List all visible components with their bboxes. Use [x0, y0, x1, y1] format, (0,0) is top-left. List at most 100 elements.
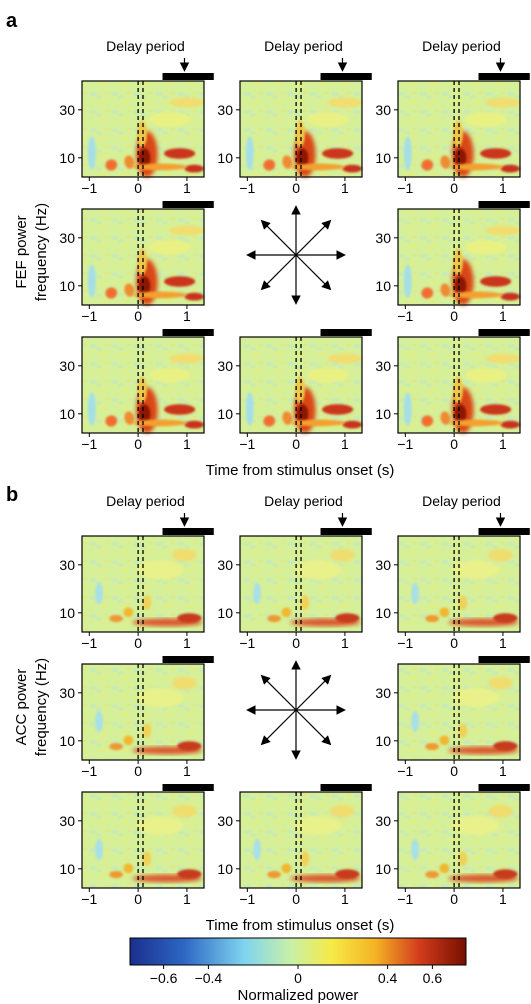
- fef-plot-6: −1 0 1 30 10: [59, 329, 214, 452]
- y-ticks: 30 10: [59, 230, 82, 294]
- heatmap-blob: [172, 548, 197, 562]
- x-tick-label: 0: [134, 308, 142, 324]
- y-ticks: 30 10: [375, 230, 398, 294]
- delay-bar: [162, 528, 214, 535]
- x-ticks: −1 0 1: [239, 433, 349, 452]
- fef-axis-labels: FEF power frequency (Hz) Time from stimulu…: [13, 203, 394, 479]
- heatmap-layer: [253, 804, 361, 883]
- colorbar-label: Normalized power: [238, 987, 359, 1004]
- x-ticks: −1 0 1: [397, 632, 507, 651]
- y-tick-label: 30: [59, 813, 75, 829]
- x-ticks: −1 0 1: [397, 760, 507, 779]
- x-tick-label: 1: [183, 308, 191, 324]
- y-tick-label: 10: [59, 605, 75, 621]
- heatmap-blob: [439, 607, 450, 618]
- y-ticks: 30 10: [217, 813, 240, 877]
- heatmap-layer: [403, 97, 520, 178]
- heatmap-blob: [263, 415, 276, 427]
- delay-bar: [478, 528, 530, 535]
- heatmap-blob: [137, 376, 147, 403]
- heatmap-blob: [485, 97, 520, 108]
- panel-label-a: a: [6, 10, 18, 32]
- heatmap-blob: [327, 353, 363, 364]
- heatmap-blob: [87, 264, 96, 298]
- x-tick-label: 1: [183, 436, 191, 452]
- heatmap-blob: [452, 816, 500, 836]
- y-tick-label: 10: [217, 861, 233, 877]
- heatmap-blob: [493, 741, 518, 751]
- y-tick-label: 10: [217, 406, 233, 422]
- x-tick-label: −1: [81, 891, 97, 907]
- heatmap-blob: [177, 869, 202, 879]
- x-tick-label: −1: [239, 436, 255, 452]
- x-tick-label: −1: [239, 635, 255, 651]
- x-tick-label: 1: [341, 635, 349, 651]
- x-tick-label: 1: [183, 180, 191, 196]
- heatmap-blob: [411, 582, 419, 605]
- colorbar-tick-label: 0: [294, 970, 302, 986]
- y-tick-label: 30: [217, 358, 233, 374]
- y-tick-label: 30: [59, 358, 75, 374]
- x-tick-label: 0: [450, 763, 458, 779]
- y-ticks: 30 10: [59, 813, 82, 877]
- x-tick-label: −1: [397, 308, 413, 324]
- heatmap-blob: [136, 688, 184, 708]
- y-ticks: 30 10: [375, 358, 398, 422]
- acc-plot-6: −1 0 1 30 10: [59, 784, 214, 907]
- x-tick-label: 0: [292, 891, 300, 907]
- y-tick-label: 30: [59, 685, 75, 701]
- heatmap-blob: [138, 404, 151, 424]
- delay-bar: [162, 784, 214, 791]
- fef-plot-8: −1 0 1 30 10: [375, 329, 530, 452]
- heatmap-layer: [95, 548, 203, 627]
- x-tick-label: −1: [397, 891, 413, 907]
- direction-arrow: [295, 674, 332, 711]
- x-tick-label: −1: [239, 180, 255, 196]
- heatmap-blob: [294, 816, 342, 836]
- heatmap-blob: [87, 136, 96, 170]
- heatmap-blob: [421, 415, 434, 427]
- heatmap-blob: [452, 688, 500, 708]
- heatmap-blob: [184, 292, 205, 301]
- y-ticks: 30 10: [217, 358, 240, 422]
- y-axis-label-line2: frequency (Hz): [33, 203, 50, 301]
- heatmap-blob: [95, 838, 103, 861]
- heatmap-blob: [124, 283, 135, 297]
- heatmap-blob: [124, 155, 135, 169]
- heatmap-blob: [282, 155, 293, 169]
- heatmap-blob: [123, 735, 134, 746]
- y-ticks: 30 10: [217, 557, 240, 621]
- x-ticks: −1 0 1: [81, 305, 191, 324]
- heatmap-blob: [263, 159, 276, 171]
- heatmap-blob: [137, 248, 147, 275]
- heatmap-blob: [295, 120, 305, 147]
- colorbar-gradient: [129, 937, 467, 966]
- heatmap-layer: [403, 225, 520, 306]
- delay-bar: [320, 784, 372, 791]
- y-tick-label: 10: [217, 150, 233, 166]
- y-tick-label: 10: [59, 278, 75, 294]
- heatmap-blob: [253, 838, 261, 861]
- heatmap-blob: [300, 851, 310, 866]
- heatmap-blob: [479, 148, 512, 159]
- x-axis-label: Time from stimulus onset (s): [206, 917, 395, 934]
- heatmap-blob: [184, 420, 205, 429]
- heatmap-blob: [453, 376, 463, 403]
- x-ticks: −1 0 1: [81, 433, 191, 452]
- y-tick-label: 30: [217, 813, 233, 829]
- y-ticks: 30 10: [375, 685, 398, 749]
- y-ticks: 30 10: [59, 685, 82, 749]
- heatmap-blob: [149, 240, 191, 255]
- heatmap-blob: [169, 225, 204, 236]
- heatmap-blob: [425, 742, 439, 751]
- heatmap-blob: [439, 863, 450, 874]
- acc-plot-5: −1 0 1 30 10: [375, 656, 530, 779]
- direction-arrow: [260, 674, 297, 711]
- x-tick-label: 0: [134, 891, 142, 907]
- heatmap-blob: [449, 419, 503, 427]
- heatmap-blob: [479, 404, 512, 415]
- heatmap-blob: [330, 804, 355, 818]
- x-tick-label: 0: [450, 180, 458, 196]
- x-tick-label: 0: [450, 436, 458, 452]
- heatmap-blob: [267, 870, 281, 879]
